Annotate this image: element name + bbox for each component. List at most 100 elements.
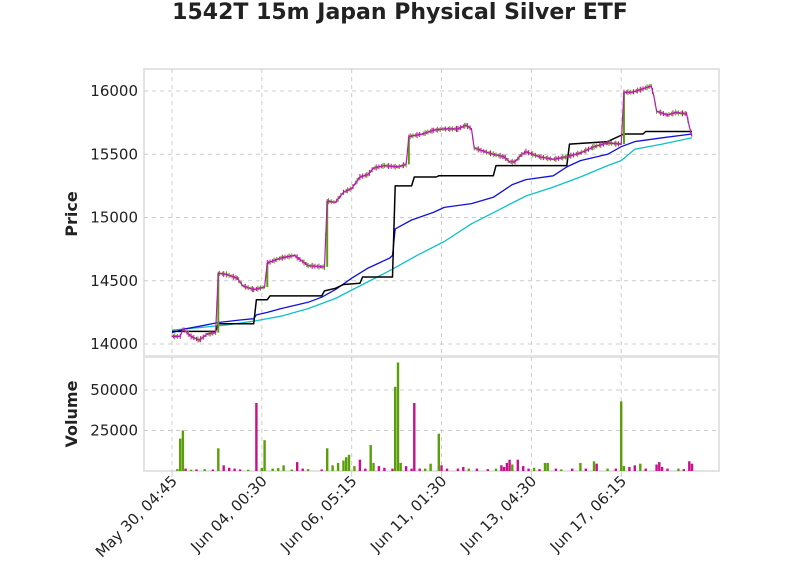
volume-bar [347,454,351,471]
volume-bar [532,467,536,471]
volume-panel: 25000 50000 Volume [62,356,720,472]
price-y-tick-label: 15000 [90,209,138,227]
volume-bar [655,464,658,471]
volume-bar [345,457,348,471]
volume-bar [358,459,362,471]
volume-bar [527,468,530,471]
volume-bar [372,462,375,471]
volume-panel-frame [143,356,720,472]
volume-bar [502,466,506,471]
volume-bar [181,430,185,471]
volume-bar [353,466,356,471]
volume-bar [326,448,329,471]
volume-bar [222,465,225,471]
volume-bar [413,403,416,471]
volume-bar [546,462,549,471]
volume-bar [628,466,631,471]
volume-bar [445,468,449,471]
volume-bar [176,469,179,471]
volume-bar [579,462,582,471]
volume-bar [228,467,231,471]
volume-bar [189,469,193,471]
volume-bar [508,459,511,471]
volume-bar [290,469,293,471]
volume-y-tick-label: 25000 [90,422,138,440]
volume-bar [584,468,587,471]
volume-bar [658,462,661,471]
volume-bar [238,469,242,471]
volume-bar [203,469,206,471]
volume-bar [255,403,258,471]
volume-bar [383,467,386,471]
volume-bar [282,465,285,471]
price-y-tick-label: 16000 [90,82,138,100]
x-tick-label: Jun 13, 04:30 [456,472,540,556]
volume-bar [369,445,372,471]
x-tick-label: May 30, 04:45 [92,472,181,561]
volume-bar [277,468,280,471]
x-tick-label: Jun 17, 06:15 [546,472,630,556]
volume-bar [486,469,489,471]
volume-bar [306,469,310,471]
ma-cyan-line [171,137,693,331]
volume-bar [511,464,514,471]
volume-bar [233,468,236,471]
volume-bar [211,469,214,471]
volume-bar [475,468,479,471]
volume-bar [394,386,397,471]
volume-bar [271,468,274,471]
volume-bar [677,468,680,471]
chart-title: 1542T 15m Japan Physical Silver ETF [172,0,628,25]
volume-bar [644,468,647,471]
volume-bar [247,469,250,471]
volume-bar [424,468,427,471]
volume-bar [682,469,685,471]
volume-bar [595,463,598,471]
volume-bar [391,468,394,471]
volume-bar [622,466,626,471]
volume-bar [440,465,443,471]
volume-bar [260,467,263,471]
volume-bar [538,469,541,471]
volume-bar [195,469,198,471]
price-y-tick-label: 15500 [90,145,138,163]
volume-bar [396,362,400,471]
volume-bar [410,468,413,471]
volume-bar [516,459,519,471]
volume-bar [296,462,299,471]
close-price-line [172,85,693,341]
volume-bar [437,433,440,471]
step-line [172,130,692,333]
volume-bar [418,468,421,471]
volume-y-ticks: 25000 50000 [90,381,138,440]
volume-bar [639,463,642,471]
volume-bar [364,468,367,471]
volume-bar [688,461,691,471]
volume-bar [620,401,623,471]
volume-bar [633,465,636,471]
volume-bar [456,468,460,471]
volume-bars [176,362,694,471]
price-y-tick-label: 14500 [90,272,138,290]
x-tick-label: Jun 04, 00:30 [186,472,270,556]
volume-bar [399,462,402,471]
price-panel: 14000 14500 15000 15500 16000 Price [62,68,720,357]
price-series [171,83,693,343]
volume-bar [404,466,408,471]
volume-bar [320,469,323,471]
x-axis-ticks: May 30, 04:45 Jun 04, 00:30 Jun 06, 05:15 J… [92,471,630,561]
volume-axis-label: Volume [62,380,81,447]
volume-bar [560,469,563,471]
volume-bar [494,468,498,471]
x-tick-label: Jun 11, 01:30 [366,472,450,556]
volume-bar [522,466,525,471]
volume-bar [660,466,664,471]
volume-bar [666,468,669,471]
x-tick-label: Jun 06, 05:15 [276,472,360,556]
volume-bar [614,468,617,471]
volume-bar [505,462,509,471]
volume-bar [462,466,465,471]
volume-bar [500,465,503,471]
volume-y-tick-label: 50000 [90,381,138,399]
